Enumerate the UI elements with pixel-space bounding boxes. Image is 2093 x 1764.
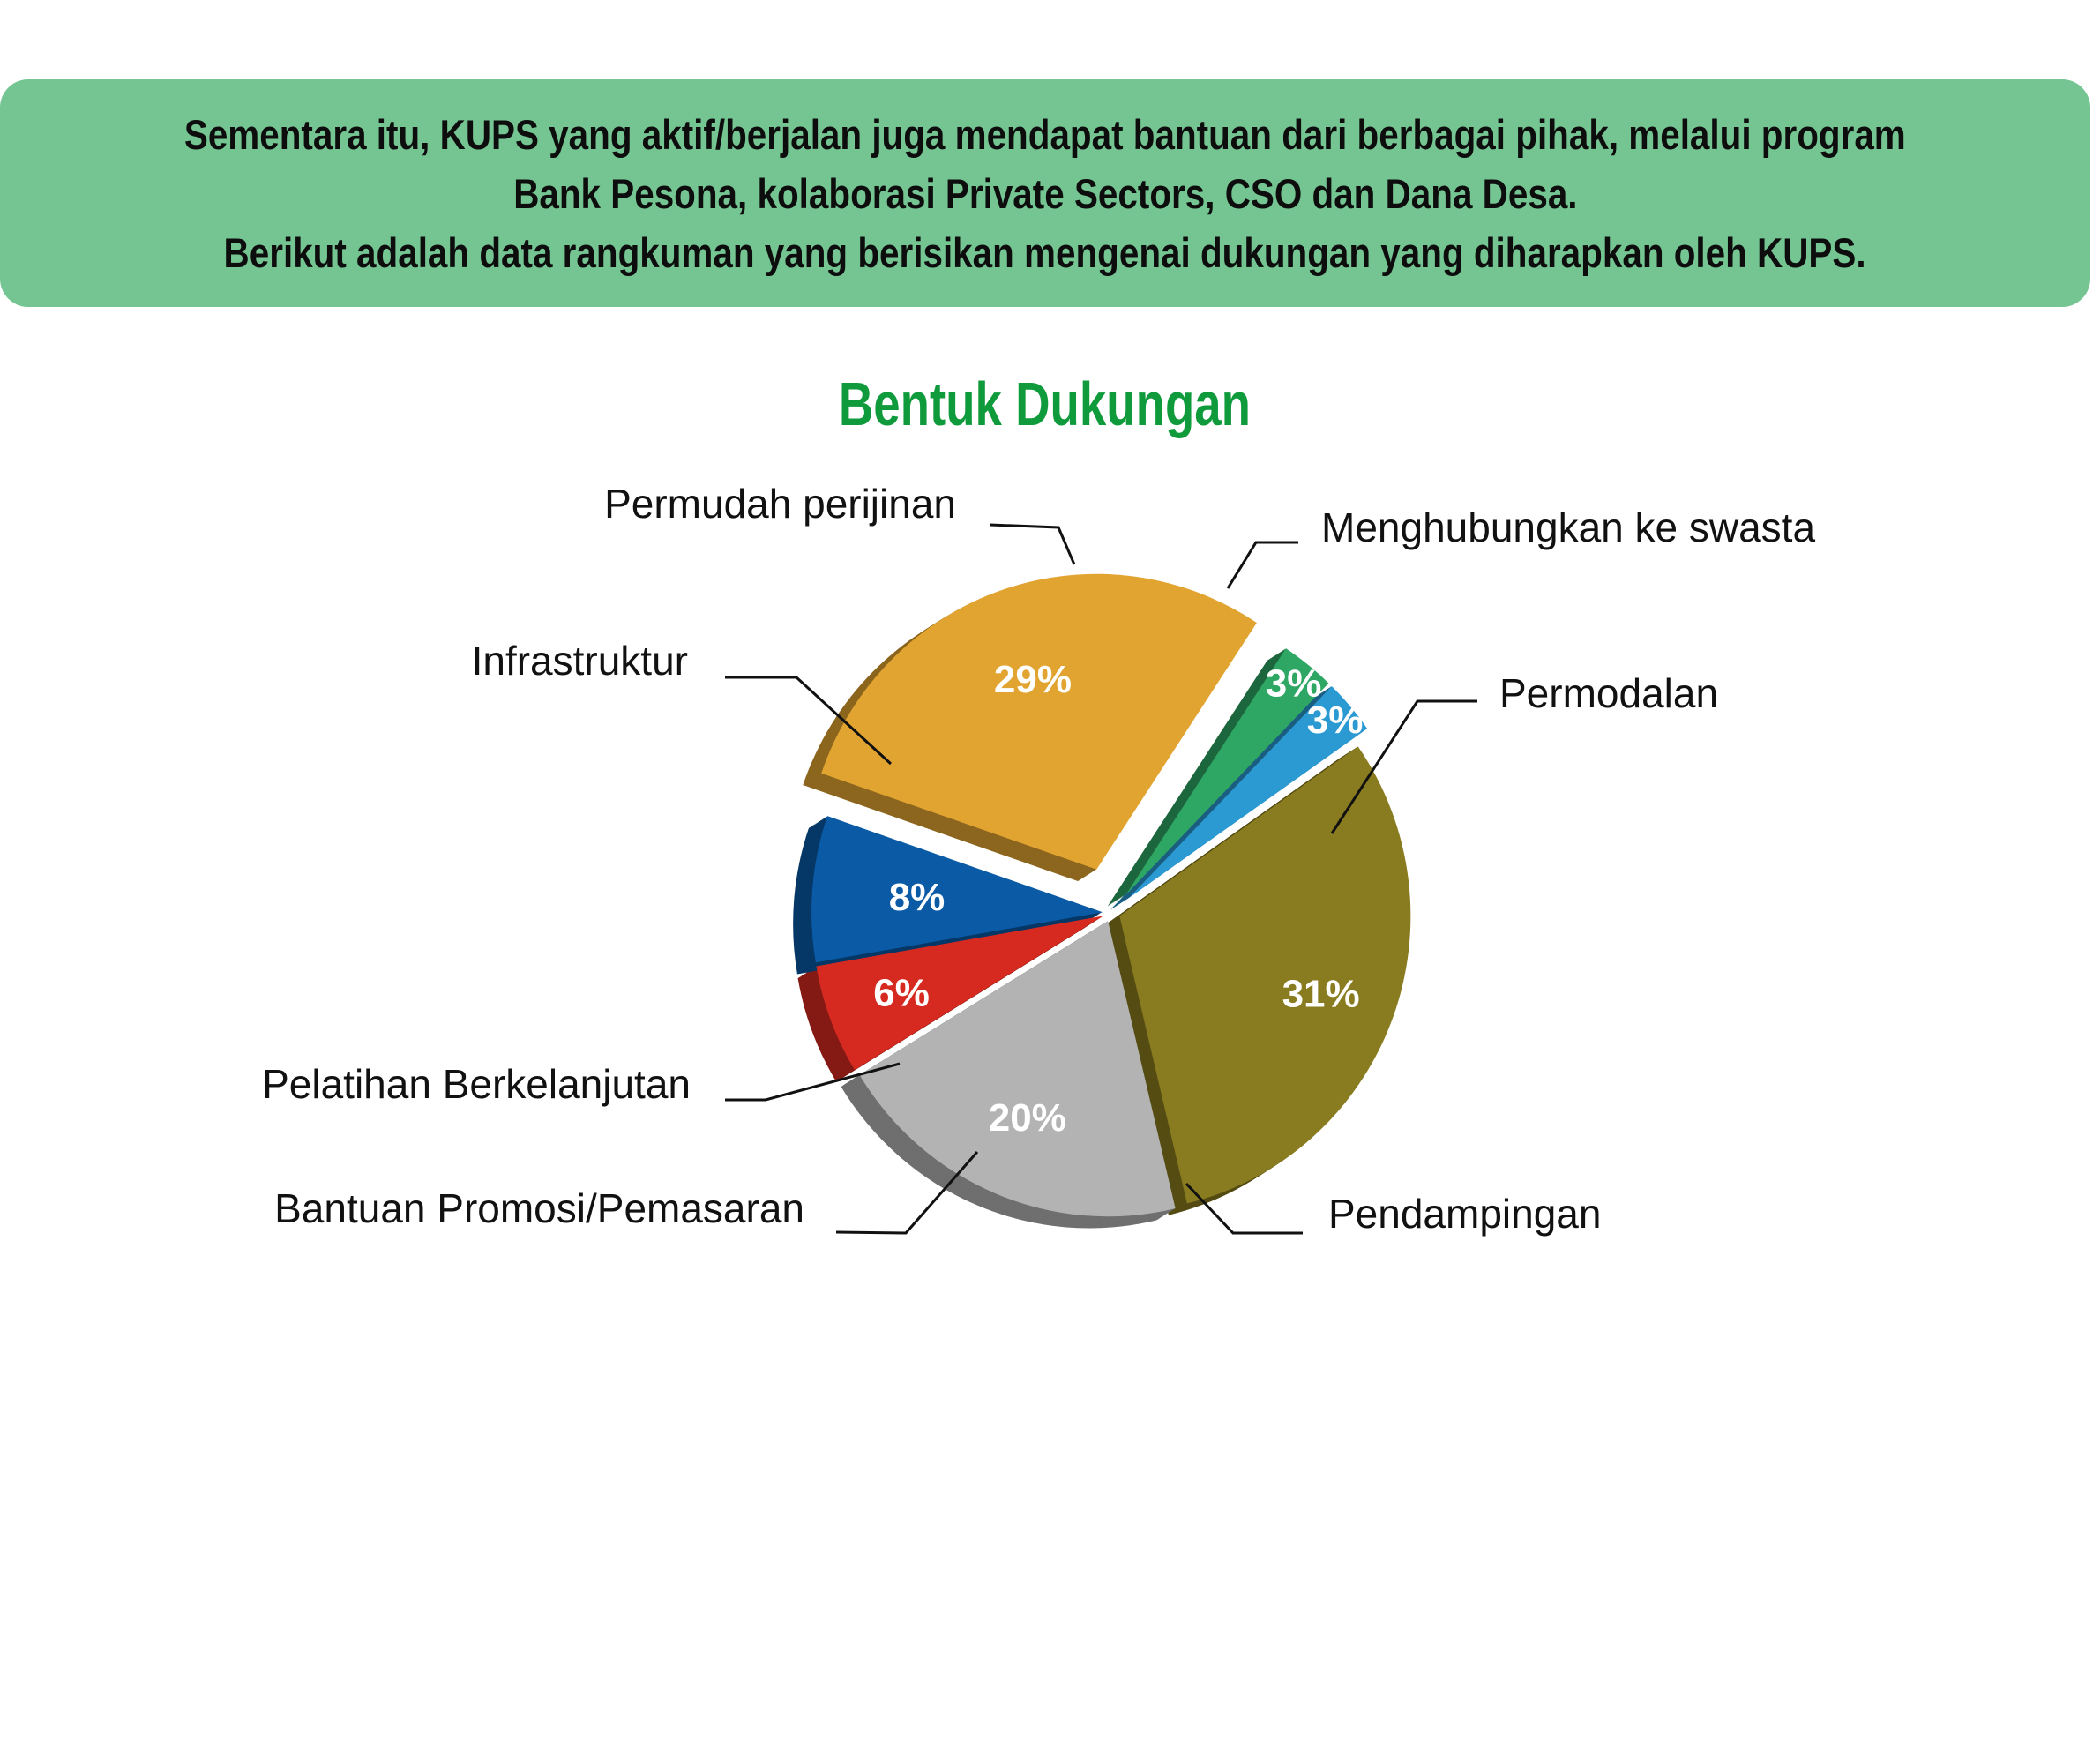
pie-category-label: Infrastruktur bbox=[472, 638, 688, 684]
pie-value-label: 31% bbox=[1282, 973, 1360, 1016]
banner-line-3: Berikut adalah data rangkuman yang beris… bbox=[223, 228, 1867, 276]
pie-label-layer: Permodalan Pendampingan Bantuan Promosi/Pe… bbox=[262, 481, 1815, 1237]
pie-category-label: Permodalan bbox=[1499, 670, 1718, 716]
info-banner: Sementara itu, KUPS yang aktif/berjalan … bbox=[0, 79, 2090, 307]
pie-leader-line bbox=[989, 523, 1076, 565]
pie-slice bbox=[816, 916, 1103, 1071]
pie-value-label: 6% bbox=[873, 972, 930, 1015]
banner-line-1: Sementara itu, KUPS yang aktif/berjalan … bbox=[184, 110, 1906, 158]
chart-title-text: Bentuk Dukungan bbox=[838, 370, 1252, 438]
pie-value-label: 8% bbox=[889, 876, 946, 919]
pie-value-label: 20% bbox=[989, 1096, 1066, 1140]
pie-slice bbox=[1128, 685, 1368, 899]
pie-leader-line bbox=[1330, 699, 1477, 834]
pie-value-label: 3% bbox=[1307, 699, 1364, 742]
pie-leader-line bbox=[1226, 541, 1298, 589]
pie-leader-line bbox=[725, 676, 893, 766]
pie-leader-line bbox=[1185, 1182, 1303, 1235]
pie-slice bbox=[821, 573, 1257, 870]
pie-slice bbox=[811, 816, 1103, 963]
pie-slice bbox=[859, 921, 1176, 1217]
pie-value-label: 3% bbox=[1266, 662, 1322, 706]
chart-title: Bentuk Dukungan bbox=[0, 369, 2093, 439]
pie-value-label: 29% bbox=[994, 658, 1072, 701]
pie-slice bbox=[1119, 746, 1411, 1204]
pie-leader-line bbox=[725, 1062, 901, 1102]
pie-category-label: Pendampingan bbox=[1328, 1191, 1601, 1237]
pie-category-label: Pelatihan Berkelanjutan bbox=[262, 1061, 691, 1107]
pie-top-layer: 31% 20% 6% 8% 29% 3%3% bbox=[811, 573, 1411, 1217]
pie-slice bbox=[1125, 648, 1329, 895]
banner-line-2: Bank Pesona, kolaborasi Private Sectors,… bbox=[512, 169, 1578, 217]
pie-category-label: Bantuan Promosi/Pemasaran bbox=[274, 1185, 804, 1231]
pie-category-label: Permudah perijinan bbox=[604, 481, 956, 527]
pie-leader-line bbox=[835, 1151, 979, 1235]
pie-category-label: Menghubungkan ke swasta bbox=[1321, 505, 1815, 550]
